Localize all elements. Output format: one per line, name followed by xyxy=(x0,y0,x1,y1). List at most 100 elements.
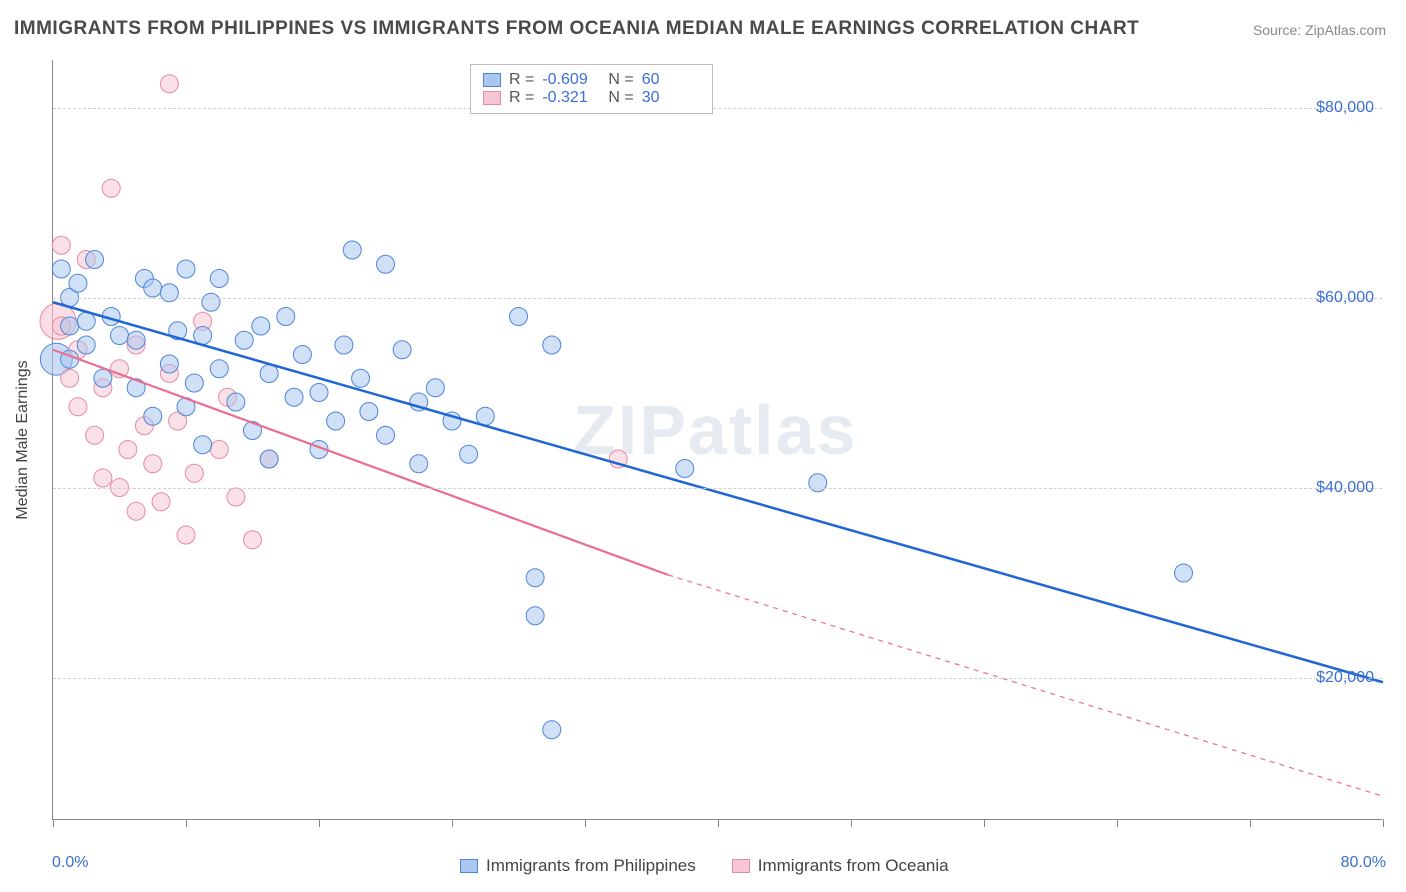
marker-blue xyxy=(69,274,87,292)
source-label: Source: ZipAtlas.com xyxy=(1253,22,1386,38)
marker-blue xyxy=(277,308,295,326)
y-axis-title: Median Male Earnings xyxy=(14,360,32,519)
swatch-blue xyxy=(483,73,501,87)
r-value-blue: -0.609 xyxy=(542,71,600,89)
y-tick-label: $80,000 xyxy=(1316,99,1374,117)
marker-blue xyxy=(310,384,328,402)
x-tick xyxy=(53,819,54,827)
marker-blue xyxy=(426,379,444,397)
marker-pink xyxy=(210,441,228,459)
marker-blue xyxy=(410,455,428,473)
n-value-blue: 60 xyxy=(642,71,700,89)
marker-pink xyxy=(52,236,70,254)
marker-blue xyxy=(177,260,195,278)
marker-blue xyxy=(194,436,212,454)
marker-blue xyxy=(77,312,95,330)
r-label: R = xyxy=(509,89,534,107)
marker-blue xyxy=(526,607,544,625)
marker-pink xyxy=(244,531,262,549)
y-tick-label: $40,000 xyxy=(1316,479,1374,497)
x-tick xyxy=(718,819,719,827)
legend-label-oceania: Immigrants from Oceania xyxy=(758,856,949,876)
gridline xyxy=(53,488,1382,489)
trendline-pink-dash xyxy=(668,575,1383,796)
marker-blue xyxy=(293,346,311,364)
swatch-pink xyxy=(732,859,750,873)
n-value-pink: 30 xyxy=(642,89,700,107)
marker-blue xyxy=(360,403,378,421)
chart-svg xyxy=(53,60,1382,819)
x-tick xyxy=(984,819,985,827)
legend-row-blue: R = -0.609 N = 60 xyxy=(483,71,700,89)
marker-blue xyxy=(510,308,528,326)
legend-item-oceania: Immigrants from Oceania xyxy=(732,856,949,876)
marker-blue xyxy=(185,374,203,392)
marker-pink xyxy=(144,455,162,473)
marker-blue xyxy=(335,336,353,354)
marker-blue xyxy=(52,260,70,278)
plot-area: ZIPatlas $20,000$40,000$60,000$80,000 xyxy=(52,60,1382,820)
marker-blue xyxy=(160,355,178,373)
x-axis-min-label: 0.0% xyxy=(52,854,88,872)
marker-blue xyxy=(77,336,95,354)
marker-blue xyxy=(460,445,478,463)
marker-blue xyxy=(144,407,162,425)
marker-blue xyxy=(210,270,228,288)
marker-blue xyxy=(543,721,561,739)
marker-pink xyxy=(227,488,245,506)
marker-blue xyxy=(543,336,561,354)
marker-pink xyxy=(177,526,195,544)
marker-pink xyxy=(102,179,120,197)
marker-pink xyxy=(86,426,104,444)
gridline xyxy=(53,298,1382,299)
marker-blue xyxy=(111,327,129,345)
marker-blue xyxy=(377,255,395,273)
swatch-blue xyxy=(460,859,478,873)
marker-blue xyxy=(144,279,162,297)
y-tick-label: $60,000 xyxy=(1316,289,1374,307)
marker-blue xyxy=(327,412,345,430)
x-tick xyxy=(452,819,453,827)
swatch-pink xyxy=(483,91,501,105)
marker-blue xyxy=(260,365,278,383)
y-tick-label: $20,000 xyxy=(1316,669,1374,687)
marker-blue xyxy=(285,388,303,406)
marker-blue xyxy=(676,460,694,478)
r-value-pink: -0.321 xyxy=(542,89,600,107)
marker-blue xyxy=(235,331,253,349)
x-tick xyxy=(186,819,187,827)
marker-pink xyxy=(127,502,145,520)
marker-blue xyxy=(94,369,112,387)
marker-blue xyxy=(343,241,361,259)
marker-blue xyxy=(809,474,827,492)
marker-blue xyxy=(252,317,270,335)
x-tick xyxy=(1383,819,1384,827)
marker-pink xyxy=(119,441,137,459)
marker-blue xyxy=(260,450,278,468)
x-tick xyxy=(1117,819,1118,827)
marker-blue xyxy=(393,341,411,359)
marker-blue xyxy=(194,327,212,345)
legend-label-philippines: Immigrants from Philippines xyxy=(486,856,696,876)
gridline xyxy=(53,678,1382,679)
marker-pink xyxy=(152,493,170,511)
marker-blue xyxy=(210,360,228,378)
marker-pink xyxy=(69,398,87,416)
marker-blue xyxy=(202,293,220,311)
marker-blue xyxy=(61,317,79,335)
x-tick xyxy=(851,819,852,827)
marker-blue xyxy=(227,393,245,411)
marker-pink xyxy=(94,469,112,487)
correlation-legend: R = -0.609 N = 60 R = -0.321 N = 30 xyxy=(470,64,713,114)
trendline-blue xyxy=(53,302,1383,682)
marker-blue xyxy=(377,426,395,444)
marker-pink xyxy=(185,464,203,482)
marker-pink xyxy=(160,75,178,93)
marker-blue xyxy=(1175,564,1193,582)
marker-pink xyxy=(61,369,79,387)
n-label: N = xyxy=(608,89,633,107)
x-tick xyxy=(1250,819,1251,827)
legend-item-philippines: Immigrants from Philippines xyxy=(460,856,696,876)
x-axis-max-label: 80.0% xyxy=(1341,854,1386,872)
x-tick xyxy=(319,819,320,827)
